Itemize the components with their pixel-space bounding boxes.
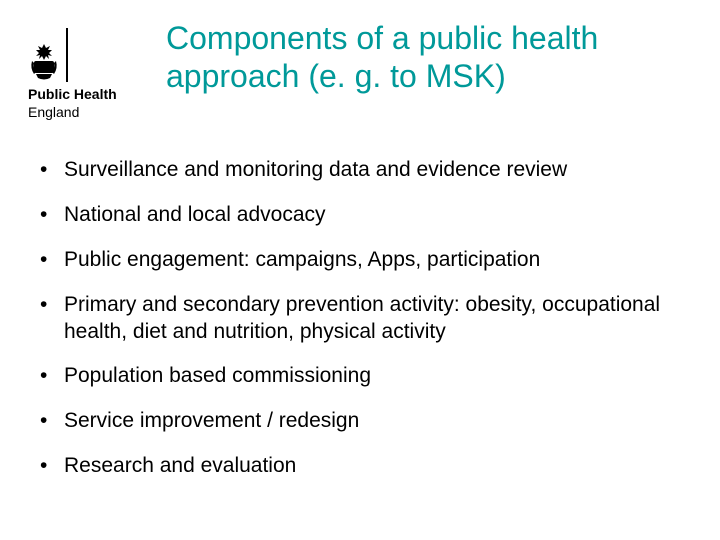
list-item: Public engagement: campaigns, Apps, part…: [40, 247, 692, 274]
logo-text: Public Health England: [28, 86, 148, 121]
logo-crest-row: [28, 28, 148, 82]
list-item: Primary and secondary prevention activit…: [40, 292, 692, 346]
slide: Public Health England Components of a pu…: [0, 0, 720, 540]
list-item: Research and evaluation: [40, 453, 692, 480]
slide-title: Components of a public health approach (…: [166, 20, 692, 96]
list-item: Service improvement / redesign: [40, 408, 692, 435]
logo-divider: [66, 28, 68, 82]
phe-logo: Public Health England: [28, 20, 148, 121]
logo-line1: Public Health: [28, 86, 117, 102]
bullet-list: Surveillance and monitoring data and evi…: [28, 157, 692, 480]
list-item: Population based commissioning: [40, 363, 692, 390]
royal-crest-icon: [28, 44, 60, 82]
logo-line2: England: [28, 104, 79, 120]
list-item: National and local advocacy: [40, 202, 692, 229]
list-item: Surveillance and monitoring data and evi…: [40, 157, 692, 184]
slide-header: Public Health England Components of a pu…: [28, 20, 692, 121]
